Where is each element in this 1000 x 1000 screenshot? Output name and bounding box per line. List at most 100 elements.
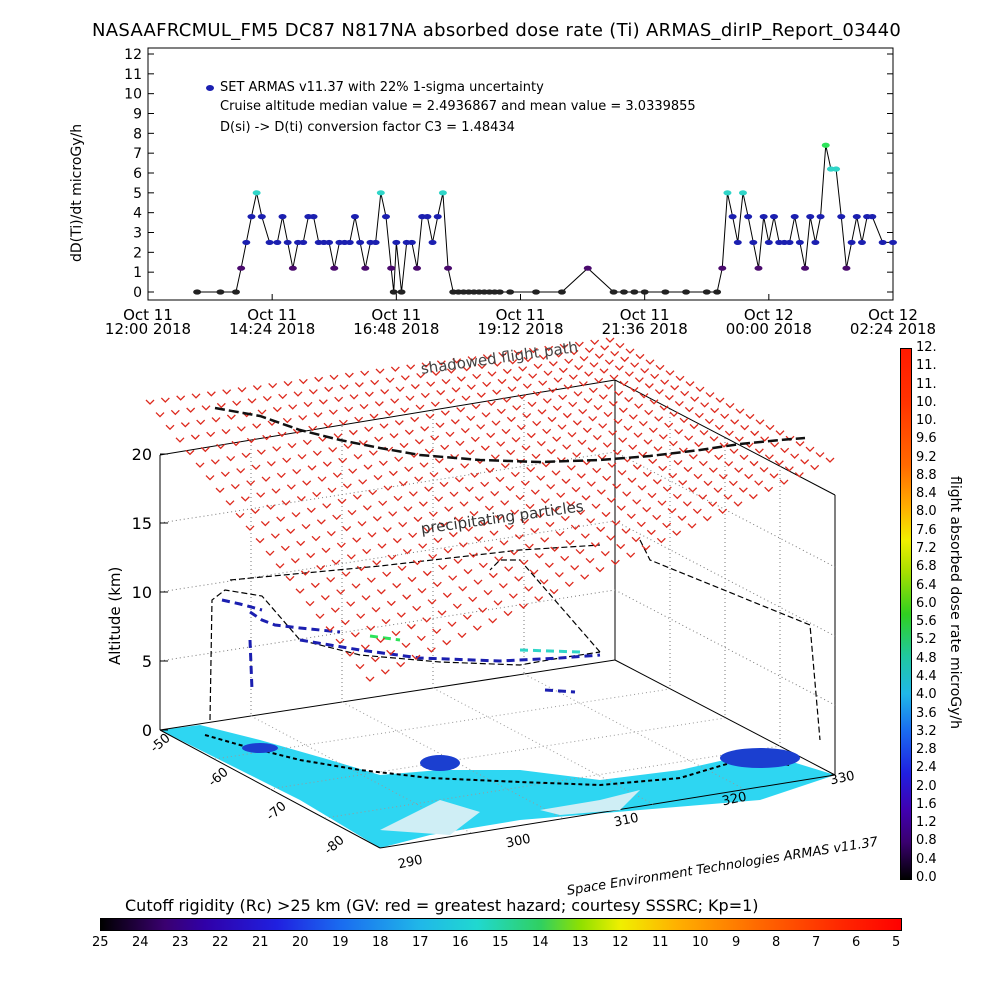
- particle-chevron: [600, 345, 610, 351]
- particle-chevron: [469, 511, 479, 517]
- particle-chevron: [216, 443, 226, 450]
- particle-chevron: [694, 441, 704, 448]
- dose-rate-point: [583, 265, 592, 271]
- particle-chevron: [347, 509, 357, 516]
- particle-chevron: [702, 515, 712, 522]
- particle-chevron: [378, 500, 388, 506]
- particle-chevron: [414, 439, 424, 445]
- dose-rate-point: [832, 166, 841, 172]
- cutoff-rigidity-colorbar-label: 24: [132, 935, 149, 950]
- particle-chevron: [343, 443, 353, 450]
- particle-chevron: [326, 530, 336, 537]
- particle-chevron: [450, 419, 460, 425]
- particle-chevron: [435, 422, 445, 429]
- particle-chevron: [641, 545, 651, 551]
- particle-chevron: [584, 371, 594, 377]
- cruise-stat-label: Cruise altitude median value = 2.4936867…: [220, 99, 696, 114]
- dose-rate-point: [247, 214, 256, 220]
- particle-chevron: [282, 417, 292, 424]
- particle-chevron: [426, 647, 436, 653]
- particle-chevron: [569, 349, 579, 356]
- particle-chevron: [533, 363, 543, 370]
- cutoff-rigidity-colorbar-label: 25: [92, 935, 109, 950]
- particle-chevron: [497, 378, 507, 385]
- particle-chevron: [611, 520, 621, 526]
- particle-chevron: [408, 532, 418, 539]
- dose-rate-point: [231, 289, 240, 295]
- particle-chevron: [442, 640, 452, 646]
- particle-chevron: [419, 462, 429, 468]
- particle-chevron: [630, 362, 640, 368]
- particle-chevron: [494, 515, 504, 521]
- cutoff-rigidity-colorbar-label: 14: [532, 935, 549, 950]
- particle-chevron: [618, 437, 628, 443]
- dose-rate-point: [764, 239, 773, 246]
- cutoff-rigidity-colorbar-label: 23: [172, 935, 189, 950]
- particle-chevron: [679, 417, 689, 424]
- particle-chevron: [555, 530, 565, 537]
- particle-chevron: [256, 449, 266, 455]
- particle-chevron: [398, 480, 408, 487]
- particle-chevron: [636, 521, 646, 528]
- particle-chevron: [652, 514, 662, 521]
- particle-chevron: [175, 437, 185, 443]
- top-y-tick-label: 0: [133, 285, 142, 301]
- particle-chevron: [386, 649, 396, 656]
- particle-chevron: [490, 454, 500, 460]
- particle-chevron: [400, 407, 410, 414]
- particle-chevron: [288, 404, 298, 410]
- back-wall-grid: [159, 396, 836, 746]
- particle-chevron: [476, 424, 486, 430]
- particle-chevron: [572, 420, 582, 426]
- particle-chevron: [583, 398, 593, 404]
- dose-rate-point: [790, 214, 799, 220]
- top-y-tick-label: 11: [124, 67, 142, 83]
- conversion-factor-label: D(si) -> D(ti) conversion factor C3 = 1.…: [220, 120, 515, 135]
- particle-chevron: [205, 475, 215, 481]
- particle-chevron: [422, 617, 432, 623]
- particle-chevron: [654, 416, 664, 422]
- dose-rate-point: [713, 289, 722, 295]
- dose-rate-point: [821, 142, 830, 148]
- particle-chevron: [458, 542, 468, 548]
- particle-chevron: [740, 424, 750, 431]
- particle-chevron: [276, 516, 286, 522]
- dose-rate-colorbar-label: 0.8: [916, 833, 937, 849]
- particle-chevron: [295, 588, 305, 594]
- particle-chevron: [620, 356, 630, 363]
- dose-rate-point: [770, 214, 779, 220]
- particle-chevron: [247, 398, 257, 404]
- particle-chevron: [422, 570, 432, 577]
- particle-chevron: [502, 368, 512, 375]
- particle-chevron: [755, 419, 765, 425]
- particle-chevron: [453, 558, 463, 564]
- particle-chevron: [391, 630, 401, 637]
- particle-chevron: [644, 383, 654, 389]
- particle-chevron: [660, 379, 670, 385]
- particle-chevron: [349, 394, 359, 400]
- dose-rate-point: [816, 214, 825, 220]
- particle-chevron: [246, 437, 256, 444]
- top-y-tick-label: 9: [133, 107, 142, 123]
- particle-chevron: [257, 409, 267, 415]
- particle-chevron: [498, 352, 508, 358]
- particle-chevron: [589, 362, 599, 368]
- particle-chevron: [470, 472, 480, 478]
- particle-chevron: [185, 449, 195, 456]
- dose-rate-point: [842, 265, 851, 271]
- particle-chevron: [221, 428, 231, 435]
- top-x-tick-time: 12:00 2018: [105, 320, 191, 338]
- particle-chevron: [322, 503, 332, 509]
- particle-chevron: [626, 552, 636, 558]
- particle-chevron: [504, 566, 514, 572]
- particle-chevron: [321, 547, 331, 554]
- dose-rate-point: [371, 239, 380, 246]
- particle-chevron: [672, 493, 682, 500]
- particle-chevron: [592, 435, 602, 441]
- particle-chevron: [506, 449, 516, 456]
- particle-chevron: [396, 661, 406, 668]
- cutoff-rigidity-colorbar-label: 9: [732, 935, 741, 950]
- particle-chevron: [346, 554, 356, 560]
- particle-chevron: [624, 371, 634, 377]
- particle-chevron: [714, 454, 724, 461]
